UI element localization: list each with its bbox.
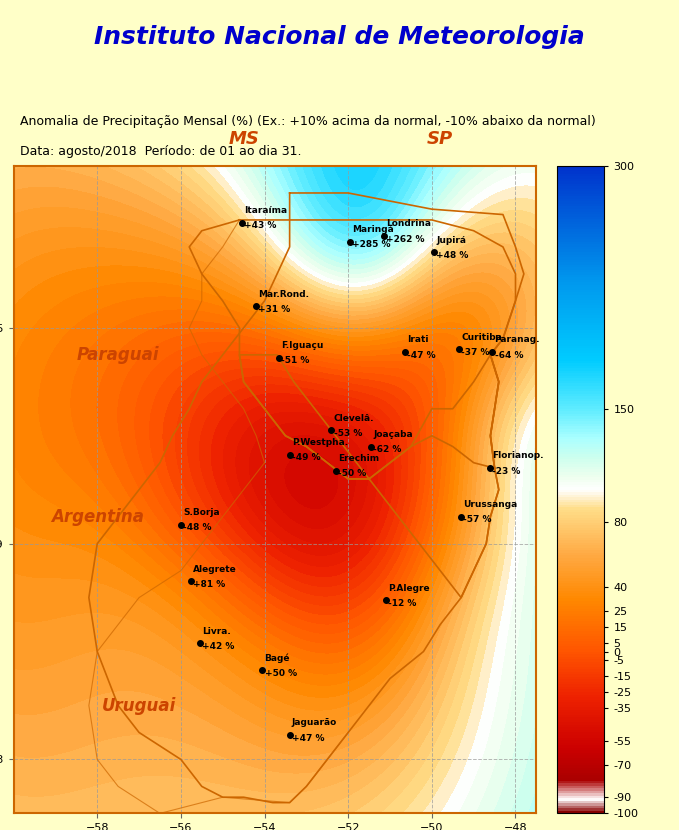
Text: Mar.Rond.: Mar.Rond.: [258, 290, 309, 299]
Text: +50 %: +50 %: [265, 669, 297, 678]
Text: +43 %: +43 %: [244, 221, 276, 230]
Text: +47 %: +47 %: [292, 734, 325, 743]
Text: Irati: Irati: [407, 335, 428, 344]
Text: SP: SP: [427, 130, 454, 148]
Text: Londrina: Londrina: [386, 219, 431, 228]
Text: +48 %: +48 %: [436, 251, 469, 260]
Text: -64 %: -64 %: [494, 350, 523, 359]
Text: -53 %: -53 %: [333, 429, 362, 437]
Text: P.Alegre: P.Alegre: [388, 583, 430, 593]
Text: -23 %: -23 %: [492, 466, 521, 476]
Text: Paranag.: Paranag.: [494, 335, 540, 344]
Text: Anomalia de Precipitação Mensal (%) (Ex.: +10% acima da normal, -10% abaixo da n: Anomalia de Precipitação Mensal (%) (Ex.…: [20, 115, 596, 128]
Text: S.Borja: S.Borja: [183, 508, 219, 517]
Text: +81 %: +81 %: [194, 580, 225, 588]
Text: -50 %: -50 %: [337, 469, 366, 478]
Text: +42 %: +42 %: [202, 642, 234, 651]
Text: -37 %: -37 %: [461, 348, 490, 357]
Text: -57 %: -57 %: [463, 515, 492, 524]
Text: -62 %: -62 %: [373, 445, 402, 454]
Text: -48 %: -48 %: [183, 523, 211, 532]
Text: Itaraíma: Itaraíma: [244, 206, 287, 215]
Text: Curitiba: Curitiba: [461, 333, 502, 342]
Text: -47 %: -47 %: [407, 350, 435, 359]
Text: Argentina: Argentina: [51, 508, 144, 525]
Text: -49 %: -49 %: [292, 453, 320, 462]
Text: -12 %: -12 %: [388, 598, 416, 608]
Text: Clevelâ.: Clevelâ.: [333, 413, 374, 422]
Text: -51 %: -51 %: [281, 356, 310, 365]
Text: Livra.: Livra.: [202, 627, 231, 636]
Text: Joaçaba: Joaçaba: [373, 430, 413, 439]
Text: Alegrete: Alegrete: [194, 564, 237, 574]
Text: Erechim: Erechim: [337, 454, 379, 463]
Text: +285 %: +285 %: [352, 240, 391, 249]
Text: Bagé: Bagé: [265, 653, 290, 662]
Text: Florianop.: Florianop.: [492, 452, 544, 461]
Text: Jupirá: Jupirá: [436, 236, 466, 245]
Text: Instituto Nacional de Meteorologia: Instituto Nacional de Meteorologia: [94, 25, 585, 49]
Text: Data: agosto/2018  Período: de 01 ao dia 31.: Data: agosto/2018 Período: de 01 ao dia …: [20, 144, 301, 158]
Text: P.Westpha.: P.Westpha.: [292, 438, 348, 447]
Text: Paraguai: Paraguai: [77, 346, 160, 364]
Text: Jaguarão: Jaguarão: [292, 719, 337, 727]
Text: +31 %: +31 %: [258, 305, 291, 314]
Text: F.Iguaçu: F.Iguaçu: [281, 341, 324, 349]
Text: Urussanga: Urussanga: [463, 500, 517, 509]
Text: +262 %: +262 %: [386, 235, 424, 243]
Text: Uruguai: Uruguai: [102, 696, 177, 715]
Text: Maringá: Maringá: [352, 225, 394, 234]
Text: MS: MS: [228, 130, 259, 148]
